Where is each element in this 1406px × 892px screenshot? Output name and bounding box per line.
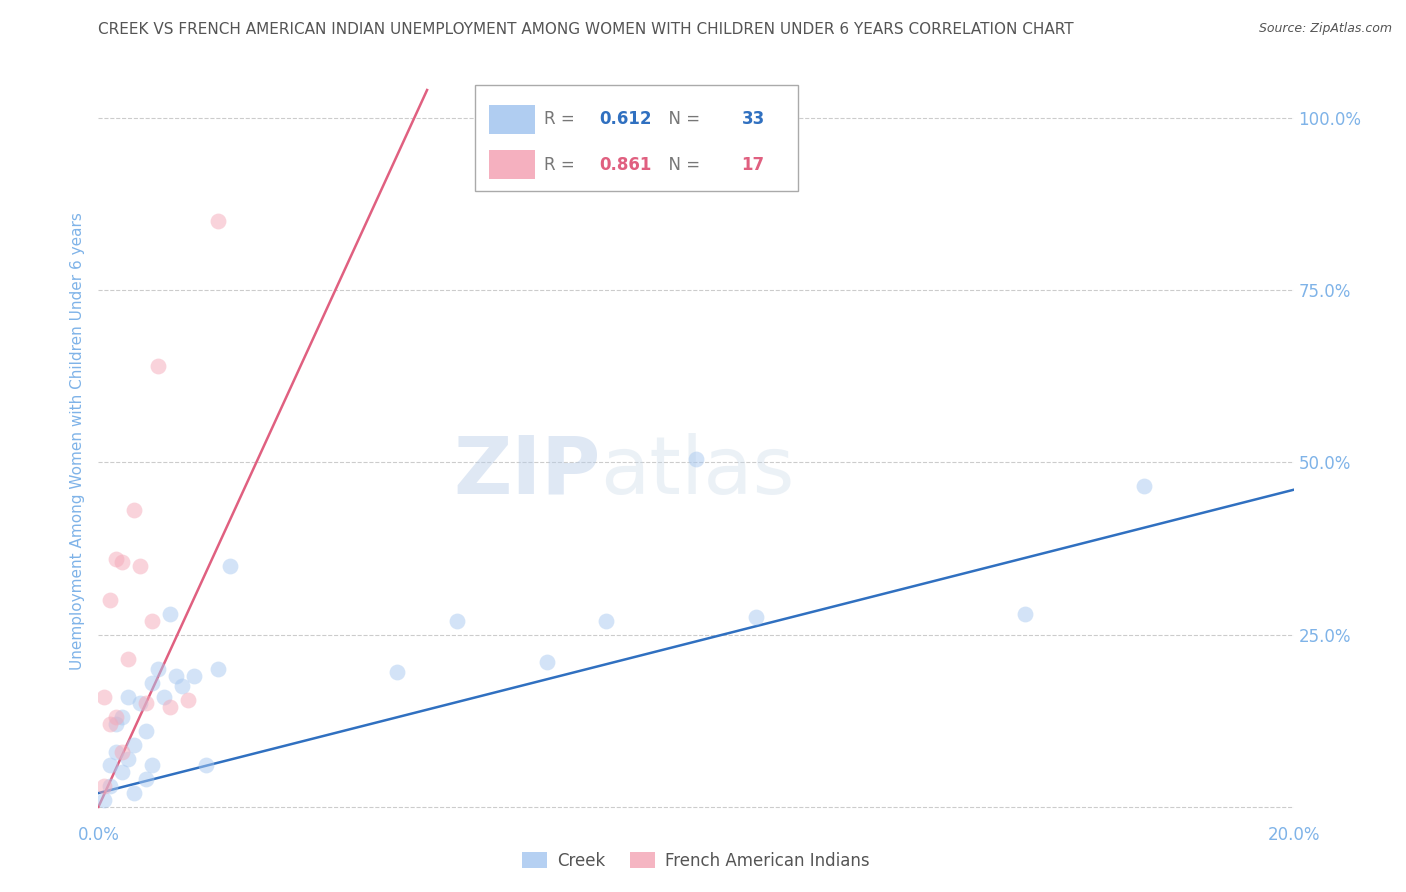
- Y-axis label: Unemployment Among Women with Children Under 6 years: Unemployment Among Women with Children U…: [69, 212, 84, 671]
- Text: 0.861: 0.861: [599, 156, 651, 174]
- Point: [124, 786, 146, 800]
- Point: [172, 679, 194, 693]
- Point: [105, 551, 128, 566]
- Point: [98, 779, 122, 793]
- Point: [219, 558, 242, 573]
- Text: 33: 33: [741, 110, 765, 128]
- Point: [1133, 479, 1156, 493]
- Point: [536, 655, 558, 669]
- Point: [93, 690, 115, 704]
- Point: [111, 765, 134, 780]
- Point: [148, 359, 170, 373]
- Point: [148, 662, 170, 676]
- Text: N =: N =: [658, 110, 704, 128]
- Point: [93, 793, 115, 807]
- Text: atlas: atlas: [600, 433, 794, 511]
- Point: [685, 451, 707, 466]
- Point: [159, 607, 181, 621]
- Point: [93, 779, 115, 793]
- Point: [595, 614, 617, 628]
- Point: [141, 614, 163, 628]
- Bar: [475, 85, 797, 191]
- Text: 17: 17: [741, 156, 765, 174]
- Point: [129, 558, 152, 573]
- Point: [98, 717, 122, 731]
- Point: [153, 690, 176, 704]
- Text: Source: ZipAtlas.com: Source: ZipAtlas.com: [1258, 22, 1392, 36]
- Point: [135, 772, 157, 787]
- Text: 0.612: 0.612: [599, 110, 651, 128]
- Point: [177, 693, 200, 707]
- Point: [135, 724, 157, 739]
- Point: [111, 555, 134, 569]
- Point: [124, 738, 146, 752]
- Point: [207, 662, 229, 676]
- Point: [183, 669, 205, 683]
- Text: ZIP: ZIP: [453, 433, 600, 511]
- Point: [105, 710, 128, 724]
- Point: [1014, 607, 1036, 621]
- Point: [105, 717, 128, 731]
- Point: [117, 751, 139, 765]
- Text: R =: R =: [544, 110, 581, 128]
- Bar: [489, 151, 534, 179]
- Point: [195, 758, 218, 772]
- Legend: Creek, French American Indians: Creek, French American Indians: [516, 846, 876, 877]
- Point: [446, 614, 468, 628]
- Point: [129, 697, 152, 711]
- Point: [117, 651, 139, 665]
- Point: [207, 214, 229, 228]
- Point: [124, 503, 146, 517]
- Point: [117, 690, 139, 704]
- Point: [135, 697, 157, 711]
- Point: [165, 669, 187, 683]
- Text: N =: N =: [658, 156, 704, 174]
- Point: [98, 758, 122, 772]
- Point: [141, 675, 163, 690]
- Point: [98, 593, 122, 607]
- Point: [105, 745, 128, 759]
- Point: [141, 758, 163, 772]
- Point: [111, 710, 134, 724]
- Bar: [489, 104, 534, 134]
- Point: [159, 699, 181, 714]
- Text: CREEK VS FRENCH AMERICAN INDIAN UNEMPLOYMENT AMONG WOMEN WITH CHILDREN UNDER 6 Y: CREEK VS FRENCH AMERICAN INDIAN UNEMPLOY…: [98, 22, 1074, 37]
- Point: [745, 610, 768, 624]
- Text: R =: R =: [544, 156, 581, 174]
- Point: [385, 665, 409, 680]
- Point: [111, 745, 134, 759]
